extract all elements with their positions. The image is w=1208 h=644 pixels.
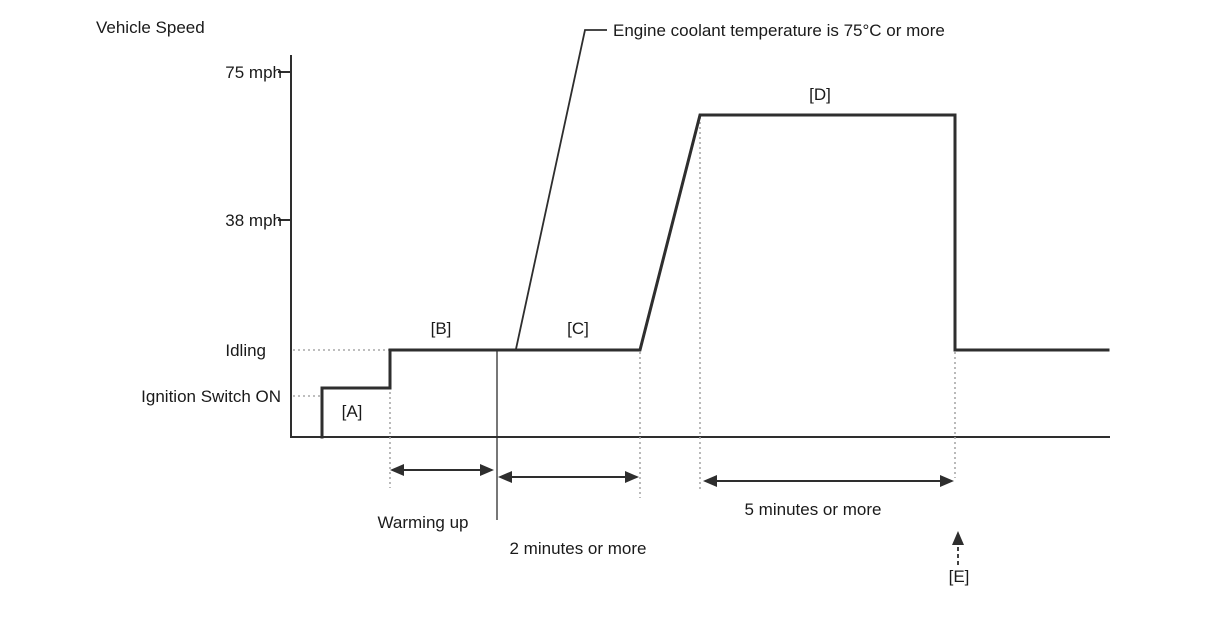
five-minutes-label: 5 minutes or more (745, 500, 882, 519)
two-minutes-label: 2 minutes or more (510, 539, 647, 558)
phase-c-label: [C] (567, 319, 589, 338)
arrowhead-left-icon (703, 475, 717, 487)
y-axis-title: Vehicle Speed (96, 18, 205, 37)
vehicle-speed-waveform (320, 113, 1110, 439)
arrowhead-left-icon (390, 464, 404, 476)
tick-label-75mph: 75 mph (225, 63, 282, 82)
phase-e-label: [E] (949, 567, 970, 586)
coolant-note-label: Engine coolant temperature is 75°C or mo… (613, 21, 945, 40)
level-label-idling: Idling (225, 341, 266, 360)
axes (290, 55, 1110, 438)
arrowhead-left-icon (498, 471, 512, 483)
phase-e-arrowhead-icon (952, 531, 964, 545)
warming-up-label: Warming up (377, 513, 468, 532)
arrowhead-right-icon (625, 471, 639, 483)
phase-b-label: [B] (431, 319, 452, 338)
coolant-note-leader-line (515, 29, 607, 350)
phase-d-label: [D] (809, 85, 831, 104)
phase-a-label: [A] (342, 402, 363, 421)
level-label-ignition-on: Ignition Switch ON (141, 387, 281, 406)
arrowhead-right-icon (940, 475, 954, 487)
arrowhead-right-icon (480, 464, 494, 476)
tick-label-38mph: 38 mph (225, 211, 282, 230)
